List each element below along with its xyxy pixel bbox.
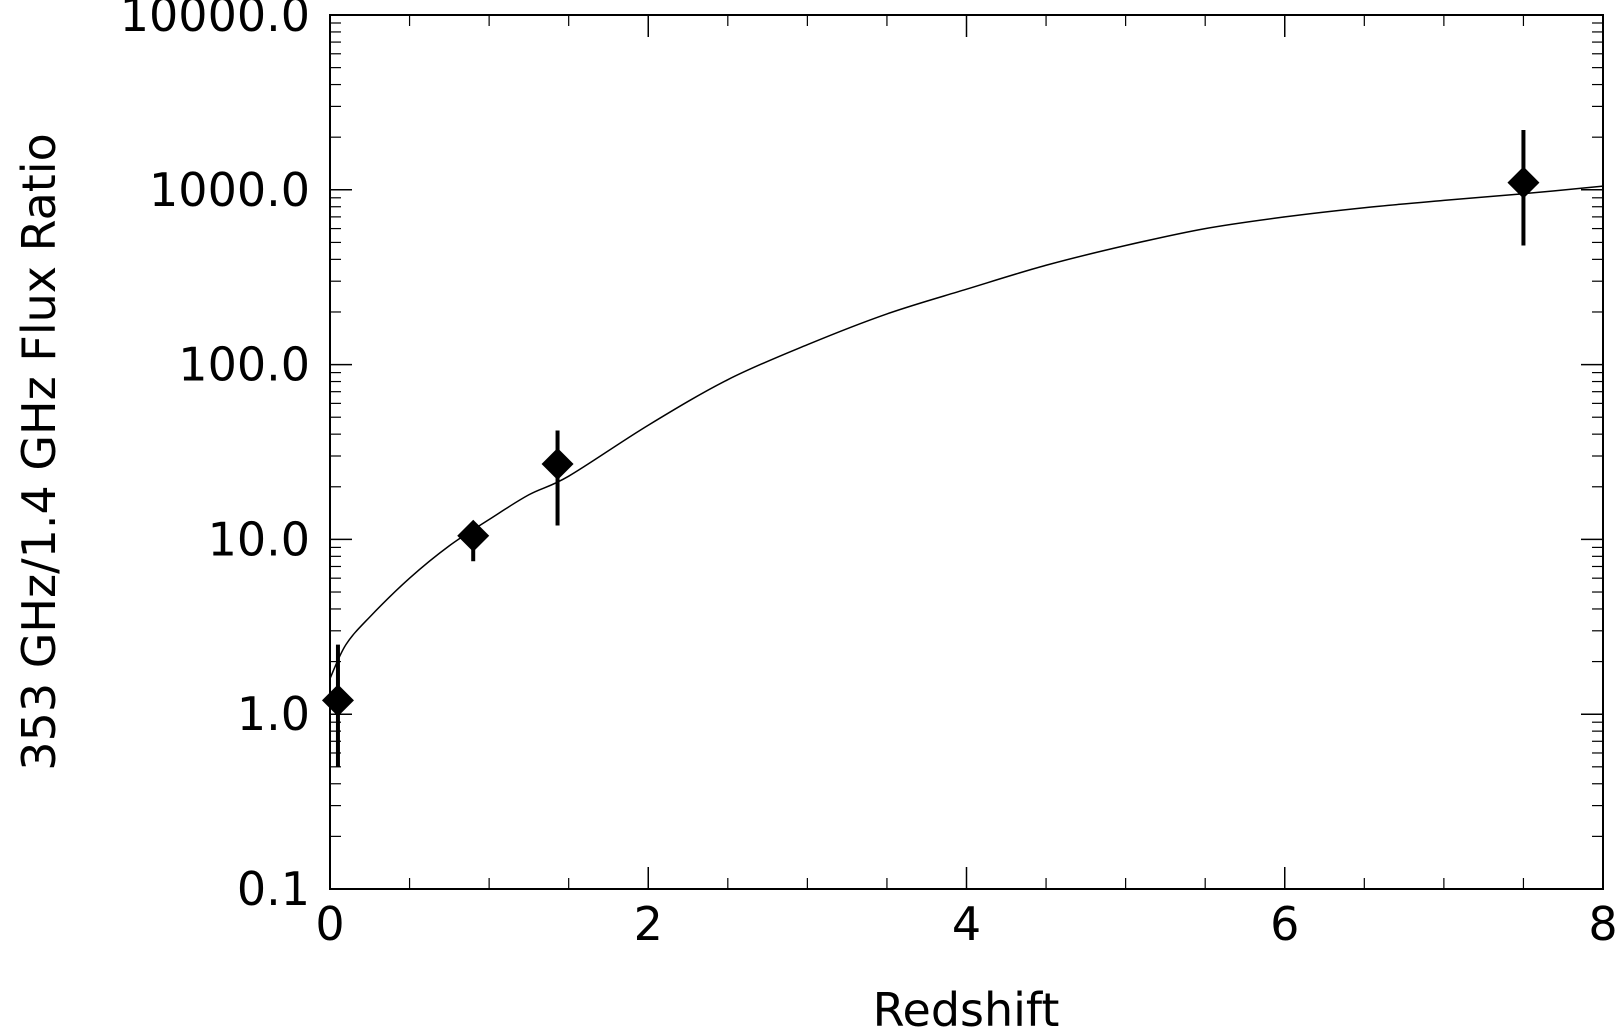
model-curve-line: [329, 185, 1604, 679]
minor-ticks: [330, 15, 1603, 889]
data-point-marker: [321, 684, 354, 717]
y-tick-label: 1000.0: [149, 163, 310, 217]
x-tick-label: 2: [634, 897, 663, 951]
y-axis-label: 353 GHz/1.4 GHz Flux Ratio: [12, 133, 66, 770]
y-tick-label: 100.0: [178, 338, 310, 392]
major-ticks: [329, 14, 1604, 890]
x-tick-label: 4: [952, 897, 981, 951]
x-tick-label: 0: [315, 897, 344, 951]
y-tick-label: 1.0: [237, 687, 310, 741]
x-tick-labels: 0 2 4 6 8: [315, 897, 1617, 951]
y-tick-labels: 0.1 1.0 10.0 100.0 1000.0 10000.0: [120, 0, 310, 916]
y-tick-label: 10.0: [208, 512, 310, 566]
x-axis-label: Redshift: [873, 983, 1060, 1036]
data-point-marker: [457, 519, 490, 552]
data-point-marker: [541, 447, 574, 480]
data-points: [321, 129, 1540, 767]
plot-frame: [329, 14, 1604, 890]
x-tick-label: 8: [1588, 897, 1617, 951]
data-point-marker: [1507, 166, 1540, 199]
x-tick-label: 6: [1270, 897, 1299, 951]
y-tick-label: 10000.0: [120, 0, 310, 42]
y-tick-label: 0.1: [237, 862, 310, 916]
